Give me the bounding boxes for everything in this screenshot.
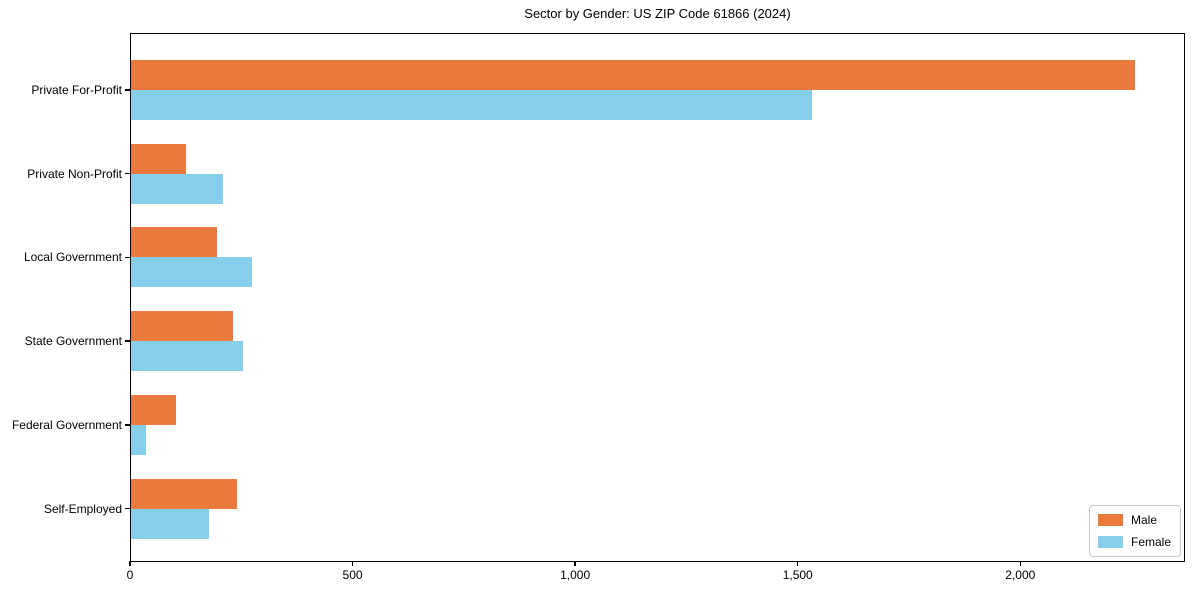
bar-female-private-for-profit <box>131 90 812 120</box>
bar-male-local-government <box>131 227 218 258</box>
bar-male-self-employed <box>131 478 238 509</box>
legend: Male Female <box>1089 505 1181 557</box>
legend-entry-female: Female <box>1098 535 1172 549</box>
y-tick-mark-state-government <box>125 340 130 342</box>
x-tick-label-1500: 1,500 <box>782 568 813 582</box>
x-tick-mark-2000 <box>1019 561 1022 566</box>
bar-female-federal-government <box>131 424 147 455</box>
y-tick-label-state-government: State Government <box>24 334 122 349</box>
bar-female-self-employed <box>131 508 210 539</box>
x-tick-mark-1000 <box>574 561 576 566</box>
bar-male-private-non-profit <box>131 143 187 174</box>
y-tick-label-private-for-profit: Private For-Profit <box>31 83 122 97</box>
y-tick-mark-federal-government <box>125 424 130 426</box>
bar-male-state-government <box>131 311 234 342</box>
legend-entry-male: Male <box>1098 513 1172 527</box>
bar-female-state-government <box>131 341 244 372</box>
legend-swatch-male <box>1098 514 1123 526</box>
x-tick-mark-500 <box>351 561 354 566</box>
y-tick-label-self-employed: Self-Employed <box>43 501 122 516</box>
y-tick-mark-private-non-profit <box>125 172 130 175</box>
x-tick-mark-0 <box>129 561 131 566</box>
bar-female-local-government <box>131 257 253 288</box>
bar-female-private-non-profit <box>131 173 224 204</box>
x-tick-mark-1500 <box>796 561 799 566</box>
bar-male-federal-government <box>131 394 177 425</box>
x-tick-label-500: 500 <box>342 568 363 582</box>
y-tick-mark-local-government <box>125 256 130 259</box>
x-tick-label-0: 0 <box>126 568 134 582</box>
legend-swatch-female <box>1098 536 1123 548</box>
legend-label-male: Male <box>1131 513 1158 527</box>
legend-label-female: Female <box>1131 535 1172 549</box>
y-tick-label-private-non-profit: Private Non-Profit <box>27 166 122 181</box>
chart-title: Sector by Gender: US ZIP Code 61866 (202… <box>524 6 791 21</box>
y-tick-label-federal-government: Federal Government <box>11 417 122 432</box>
y-tick-mark-self-employed <box>125 507 130 510</box>
bar-male-private-for-profit <box>131 60 1135 90</box>
y-tick-mark-private-for-profit <box>125 89 130 91</box>
x-tick-label-2000: 2,000 <box>1005 568 1036 582</box>
y-tick-label-local-government: Local Government <box>23 250 122 265</box>
plot-area <box>130 33 1185 562</box>
x-tick-label-1000: 1,000 <box>560 568 591 582</box>
